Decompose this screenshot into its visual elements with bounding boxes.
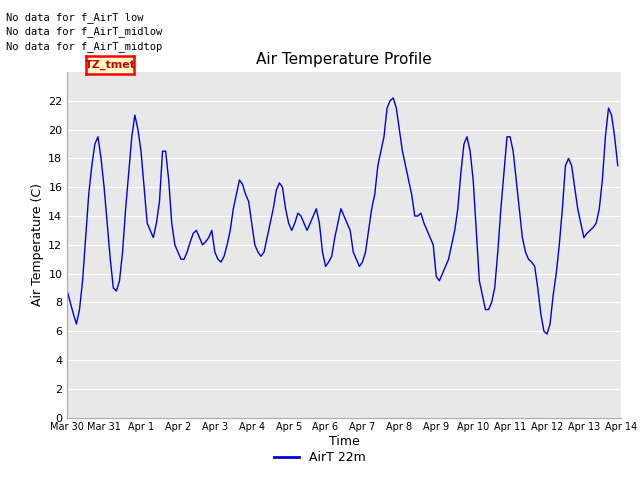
Text: No data for f_AirT_midlow: No data for f_AirT_midlow — [6, 26, 163, 37]
Text: TZ_tmet: TZ_tmet — [85, 60, 136, 71]
Title: Air Temperature Profile: Air Temperature Profile — [256, 52, 432, 67]
Legend: AirT 22m: AirT 22m — [269, 446, 371, 469]
Text: No data for f_AirT_midtop: No data for f_AirT_midtop — [6, 41, 163, 52]
X-axis label: Time: Time — [328, 435, 360, 448]
Text: No data for f_AirT low: No data for f_AirT low — [6, 12, 144, 23]
Y-axis label: Air Temperature (C): Air Temperature (C) — [31, 183, 44, 306]
